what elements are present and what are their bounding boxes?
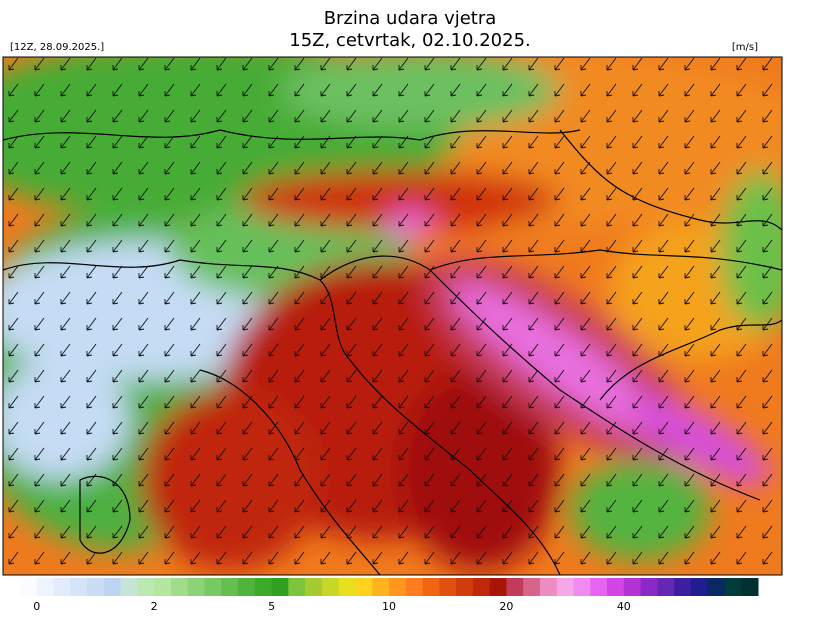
colorbar-swatch xyxy=(623,578,642,596)
colorbar-swatch xyxy=(70,578,88,596)
colorbar-tick-label: 10 xyxy=(382,600,396,613)
colorbar-swatch xyxy=(556,578,574,596)
colorbar-swatch xyxy=(422,578,440,596)
colorbar-swatch xyxy=(724,578,742,596)
subtitle: 15Z, cetvrtak, 02.10.2025. xyxy=(289,30,531,51)
colorbar-swatch xyxy=(137,578,155,596)
colorbar-swatch xyxy=(20,578,38,596)
colorbar-swatch xyxy=(489,578,507,596)
colorbar-swatch xyxy=(254,578,273,596)
colorbar-swatch xyxy=(674,578,692,596)
colorbar-swatch xyxy=(389,578,407,596)
colorbar-swatch xyxy=(120,578,138,596)
title: Brzina udara vjetra xyxy=(324,8,497,29)
colorbar-swatch xyxy=(690,578,709,596)
map xyxy=(3,57,782,575)
colorbar-swatch xyxy=(154,578,172,596)
colorbar-swatch xyxy=(607,578,625,596)
colorbar-swatch xyxy=(372,578,390,596)
colorbar-swatch xyxy=(657,578,675,596)
colorbar-swatch xyxy=(439,578,457,596)
colorbar-tick-label: 0 xyxy=(33,600,40,613)
colorbar-swatch xyxy=(405,578,424,596)
colorbar: 0 2 5 10 20 40 xyxy=(20,578,759,613)
colorbar-tick-label: 20 xyxy=(499,600,513,613)
unit-label: [m/s] xyxy=(732,42,758,53)
colorbar-swatch xyxy=(170,578,189,596)
colorbar-swatch xyxy=(741,578,759,596)
colorbar-swatch xyxy=(472,578,491,596)
colorbar-swatch xyxy=(36,578,55,596)
colorbar-swatch xyxy=(539,578,558,596)
colorbar-swatch xyxy=(707,578,725,596)
colorbar-swatch xyxy=(456,578,474,596)
colorbar-tick-label: 5 xyxy=(268,600,275,613)
colorbar-swatch xyxy=(221,578,239,596)
colorbar-swatch xyxy=(271,578,289,596)
colorbar-swatch xyxy=(87,578,105,596)
colorbar-swatch xyxy=(187,578,205,596)
colorbar-swatch xyxy=(590,578,608,596)
colorbar-swatch xyxy=(53,578,71,596)
colorbar-swatch xyxy=(288,578,306,596)
colorbar-swatch xyxy=(238,578,256,596)
colorbar-swatch xyxy=(573,578,591,596)
colorbar-swatch xyxy=(103,578,122,596)
colorbar-tick-label: 2 xyxy=(151,600,158,613)
run-label: [12Z, 28.09.2025.] xyxy=(10,42,104,53)
colorbar-tick-label: 40 xyxy=(617,600,631,613)
colorbar-swatch xyxy=(321,578,340,596)
map-frame xyxy=(2,56,783,576)
colorbar-swatch xyxy=(204,578,222,596)
colorbar-swatch xyxy=(523,578,541,596)
colorbar-swatch xyxy=(338,578,356,596)
colorbar-swatch xyxy=(305,578,323,596)
colorbar-swatch xyxy=(640,578,658,596)
colorbar-swatch xyxy=(355,578,373,596)
colorbar-swatch xyxy=(506,578,524,596)
